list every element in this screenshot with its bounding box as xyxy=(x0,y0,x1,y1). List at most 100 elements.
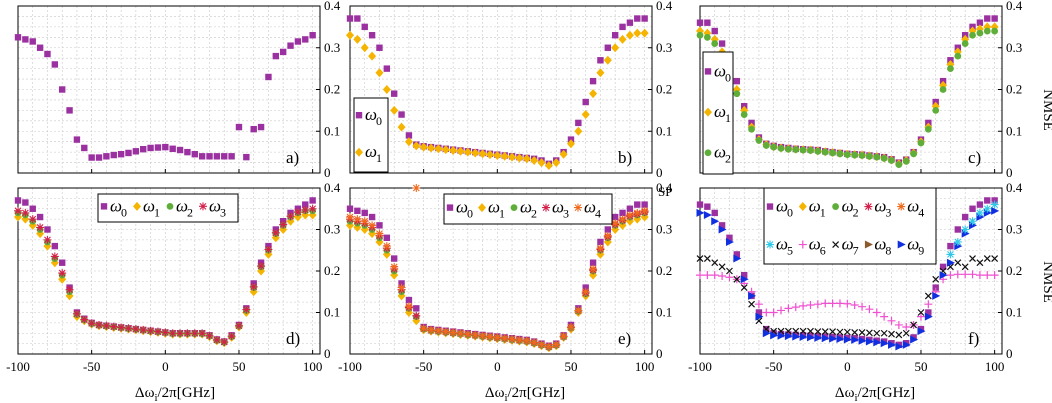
legend-entry: ω xyxy=(714,102,726,121)
data-point-w7 xyxy=(873,329,881,337)
data-point-w9 xyxy=(946,258,955,267)
data-point-w2 xyxy=(991,27,999,35)
data-point-w0 xyxy=(376,222,383,229)
y-tick-label: 0.1 xyxy=(1006,305,1022,320)
data-point-w1 xyxy=(566,139,575,149)
data-point-w2 xyxy=(851,151,859,159)
data-point-w7 xyxy=(696,255,704,262)
legend-sub: 2 xyxy=(725,152,731,166)
data-point-w7 xyxy=(799,327,807,335)
data-point-w1 xyxy=(478,149,487,159)
data-point-w3 xyxy=(234,321,243,330)
x-tick-label: 100 xyxy=(985,359,1005,374)
data-point-w1 xyxy=(471,148,480,158)
y-tick-label: 0.3 xyxy=(324,222,340,237)
data-point-w9 xyxy=(895,342,904,351)
data-point-w4 xyxy=(434,326,443,335)
data-point-w0 xyxy=(279,48,287,56)
y-tick-label: 0 xyxy=(656,165,663,180)
data-point-w3 xyxy=(50,252,59,261)
data-point-w3 xyxy=(102,321,111,330)
data-point-w1 xyxy=(375,68,384,78)
data-point-w1 xyxy=(397,122,406,132)
data-point-w0 xyxy=(634,15,641,22)
y-tick-label: 0.1 xyxy=(324,305,340,320)
data-point-w2 xyxy=(829,149,836,157)
data-point-w2 xyxy=(740,111,748,118)
data-point-w3 xyxy=(198,329,207,338)
data-point-w1 xyxy=(975,24,984,34)
data-point-w0 xyxy=(162,143,169,151)
x-tick-label: 0 xyxy=(162,359,169,374)
y-tick-label: 0.4 xyxy=(1006,0,1023,13)
x-tick-label: 0 xyxy=(844,359,851,374)
data-point-w6 xyxy=(703,271,712,280)
xlabel-e: Δωi/2π[GHz] xyxy=(485,385,565,403)
data-point-w4 xyxy=(360,217,369,226)
data-point-w0 xyxy=(51,61,59,68)
legend-box xyxy=(353,97,389,173)
data-point-w7 xyxy=(880,329,888,337)
data-point-w2 xyxy=(836,150,844,158)
data-point-w1 xyxy=(552,158,561,168)
data-point-w4 xyxy=(544,342,553,351)
data-point-w0 xyxy=(132,148,140,155)
x-tick-label: -100 xyxy=(6,359,30,374)
data-point-w0 xyxy=(235,123,243,131)
data-point-w6 xyxy=(806,301,815,310)
data-point-w0 xyxy=(711,27,718,35)
legend-sub: 2 xyxy=(853,206,859,220)
data-point-w1 xyxy=(412,141,421,151)
data-point-w1 xyxy=(603,55,612,65)
legend-sub: 9 xyxy=(918,244,924,258)
data-point-w7 xyxy=(954,259,962,267)
data-point-w0 xyxy=(272,52,280,60)
legend-entry: ω xyxy=(209,196,221,215)
sp-note: SP xyxy=(658,184,672,199)
legend-entry: ω xyxy=(714,143,726,162)
data-point-w0 xyxy=(140,146,147,153)
data-point-w6 xyxy=(828,299,837,308)
data-point-w0 xyxy=(257,123,265,131)
data-point-w1 xyxy=(537,158,546,168)
legend-sub: 4 xyxy=(595,207,601,221)
data-point-w1 xyxy=(368,51,377,61)
data-point-w3 xyxy=(65,285,74,294)
xlabel-sub: i xyxy=(154,392,157,403)
panel-label: c) xyxy=(968,148,981,167)
data-point-w1 xyxy=(544,160,553,170)
data-point-w2 xyxy=(807,147,814,154)
y-tick-label: 0.2 xyxy=(324,82,340,97)
legend-marker xyxy=(864,240,873,249)
legend-entry: ω xyxy=(842,197,854,216)
y-tick-label: 0 xyxy=(1006,346,1013,361)
data-point-w0 xyxy=(44,50,51,58)
data-point-w6 xyxy=(710,271,719,280)
legend-sub: 3 xyxy=(885,206,891,220)
legend-entry: ω xyxy=(110,196,122,215)
data-point-w2 xyxy=(858,152,866,159)
data-point-w6 xyxy=(850,301,859,310)
data-point-w9 xyxy=(939,271,948,280)
data-point-w9 xyxy=(725,237,734,246)
data-point-w2 xyxy=(976,29,984,37)
data-point-w0 xyxy=(110,151,117,159)
data-point-w9 xyxy=(829,334,838,343)
ylabel-top: NMSE xyxy=(1040,89,1052,131)
x-tick-label: 100 xyxy=(635,359,655,374)
data-point-w0 xyxy=(589,77,597,85)
data-point-w0 xyxy=(589,259,597,266)
legend-sub: 4 xyxy=(918,206,924,220)
data-point-w0 xyxy=(976,19,984,26)
data-point-w0 xyxy=(390,90,398,97)
data-point-w9 xyxy=(792,332,801,341)
data-point-w0 xyxy=(383,65,391,72)
data-point-w1 xyxy=(456,146,465,156)
data-point-w0 xyxy=(597,238,604,246)
data-point-w4 xyxy=(581,287,590,296)
data-point-w7 xyxy=(703,255,711,262)
data-point-w9 xyxy=(740,275,749,284)
x-tick-label: 50 xyxy=(914,359,927,374)
data-point-w0 xyxy=(954,226,962,233)
data-point-w6 xyxy=(946,271,955,280)
